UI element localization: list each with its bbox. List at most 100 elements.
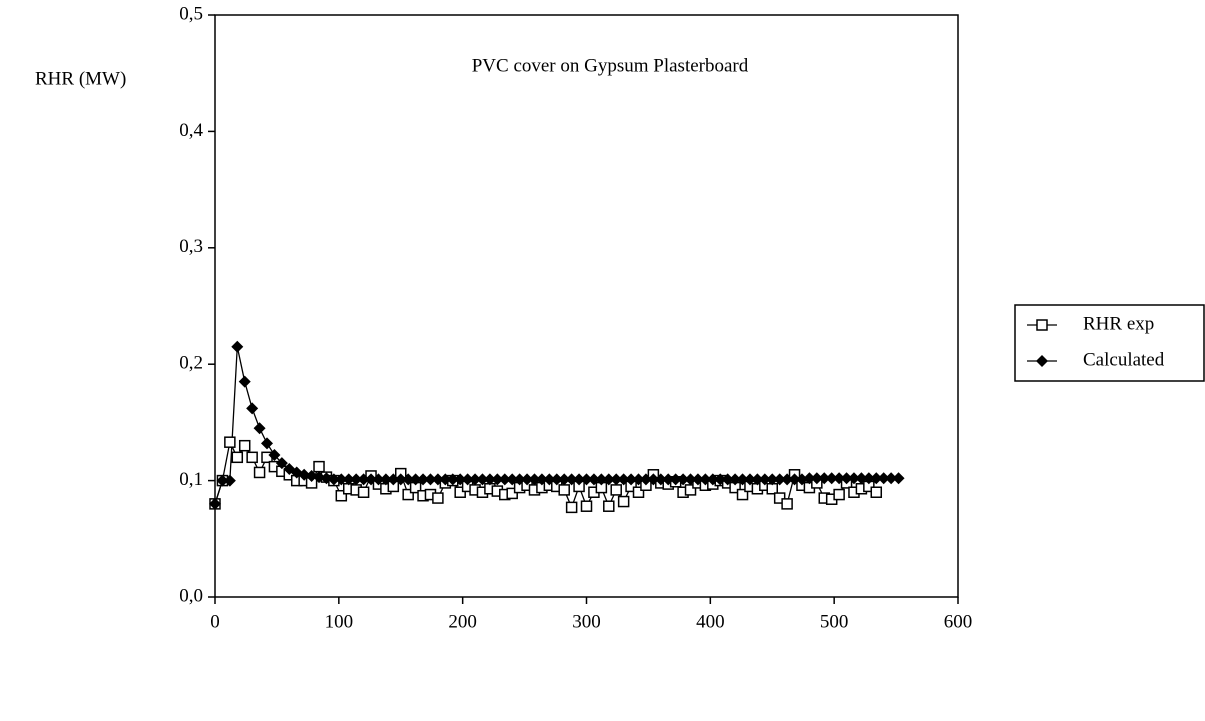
- data-point: [454, 486, 466, 498]
- x-tick-label: 400: [696, 611, 725, 632]
- data-point: [603, 500, 615, 512]
- data-point: [506, 473, 519, 486]
- data-point: [758, 473, 771, 486]
- data-point: [743, 473, 756, 486]
- data-point: [454, 473, 467, 486]
- data-point: [773, 492, 786, 504]
- data-point: [342, 473, 355, 486]
- data-point: [565, 501, 578, 514]
- data-point: [446, 473, 459, 486]
- data-point: [862, 472, 875, 485]
- data-point: [209, 497, 221, 510]
- data-point: [625, 473, 638, 486]
- data-point: [521, 473, 534, 486]
- data-point: [483, 473, 496, 486]
- y-tick-label: 0,0: [179, 585, 203, 606]
- data-point: [432, 492, 444, 504]
- data-point: [892, 472, 905, 485]
- data-point: [238, 375, 251, 388]
- data-point: [535, 473, 548, 486]
- data-point: [803, 472, 816, 485]
- data-point: [654, 473, 667, 486]
- data-point: [335, 473, 348, 486]
- data-point: [543, 473, 556, 486]
- data-point: [565, 473, 578, 486]
- legend-marker: [1036, 319, 1048, 331]
- x-tick-label: 300: [572, 611, 601, 632]
- data-point: [417, 473, 430, 486]
- data-point: [379, 473, 392, 486]
- data-point: [550, 473, 563, 486]
- data-point: [840, 472, 853, 485]
- data-point: [833, 472, 846, 485]
- data-point: [268, 448, 281, 461]
- data-point: [773, 473, 786, 486]
- x-tick-label: 600: [944, 611, 973, 632]
- legend-marker: [1036, 355, 1048, 367]
- y-tick-label: 0,3: [179, 236, 203, 257]
- data-point: [855, 472, 868, 485]
- data-point: [461, 473, 474, 486]
- data-point: [402, 488, 414, 501]
- data-point: [313, 471, 326, 484]
- data-point: [327, 473, 340, 486]
- data-point: [810, 472, 823, 485]
- data-point: [580, 473, 593, 486]
- data-point: [825, 472, 838, 485]
- data-point: [766, 473, 779, 486]
- data-point: [639, 473, 652, 486]
- data-point: [246, 402, 259, 415]
- chart-title: PVC cover on Gypsum Plasterboard: [472, 55, 749, 76]
- data-point: [387, 473, 400, 486]
- data-point: [877, 472, 890, 485]
- data-point: [469, 473, 482, 486]
- data-point: [409, 473, 422, 486]
- data-point: [402, 473, 415, 486]
- data-point: [885, 472, 898, 485]
- data-point: [275, 457, 288, 470]
- y-axis-label: RHR (MW): [35, 68, 126, 89]
- data-point: [394, 473, 407, 486]
- data-point: [224, 436, 236, 448]
- y-tick-label: 0,4: [179, 120, 203, 141]
- data-point: [424, 473, 437, 486]
- data-point: [781, 498, 793, 510]
- data-point: [528, 473, 541, 486]
- data-point: [357, 486, 370, 498]
- data-point: [617, 495, 630, 508]
- x-tick-label: 100: [325, 611, 354, 632]
- data-point: [610, 484, 622, 496]
- data-point: [595, 473, 608, 486]
- data-point: [558, 484, 570, 496]
- data-point: [632, 473, 645, 486]
- legend-label: Calculated: [1083, 349, 1165, 370]
- data-point: [513, 473, 526, 486]
- data-point: [729, 473, 742, 486]
- data-point: [699, 473, 712, 486]
- data-point: [736, 488, 749, 501]
- data-point: [870, 472, 883, 485]
- x-tick-label: 0: [210, 611, 220, 632]
- data-point: [706, 473, 719, 486]
- data-point: [253, 466, 266, 479]
- data-point: [580, 500, 593, 512]
- data-point: [223, 474, 236, 487]
- data-point: [476, 473, 489, 486]
- data-point: [261, 437, 274, 450]
- data-point: [587, 473, 600, 486]
- data-point: [231, 451, 244, 464]
- data-point: [691, 473, 704, 486]
- data-point: [721, 473, 734, 486]
- legend-box: [1014, 304, 1205, 382]
- data-point: [795, 473, 808, 486]
- data-point: [320, 472, 333, 485]
- data-point: [238, 439, 251, 452]
- y-tick-label: 0,5: [179, 3, 203, 24]
- data-point: [298, 468, 311, 481]
- data-point: [662, 473, 675, 486]
- data-point: [714, 473, 727, 486]
- y-tick-label: 0,2: [179, 353, 203, 374]
- data-point: [677, 473, 690, 486]
- y-tick-label: 0,1: [179, 469, 203, 490]
